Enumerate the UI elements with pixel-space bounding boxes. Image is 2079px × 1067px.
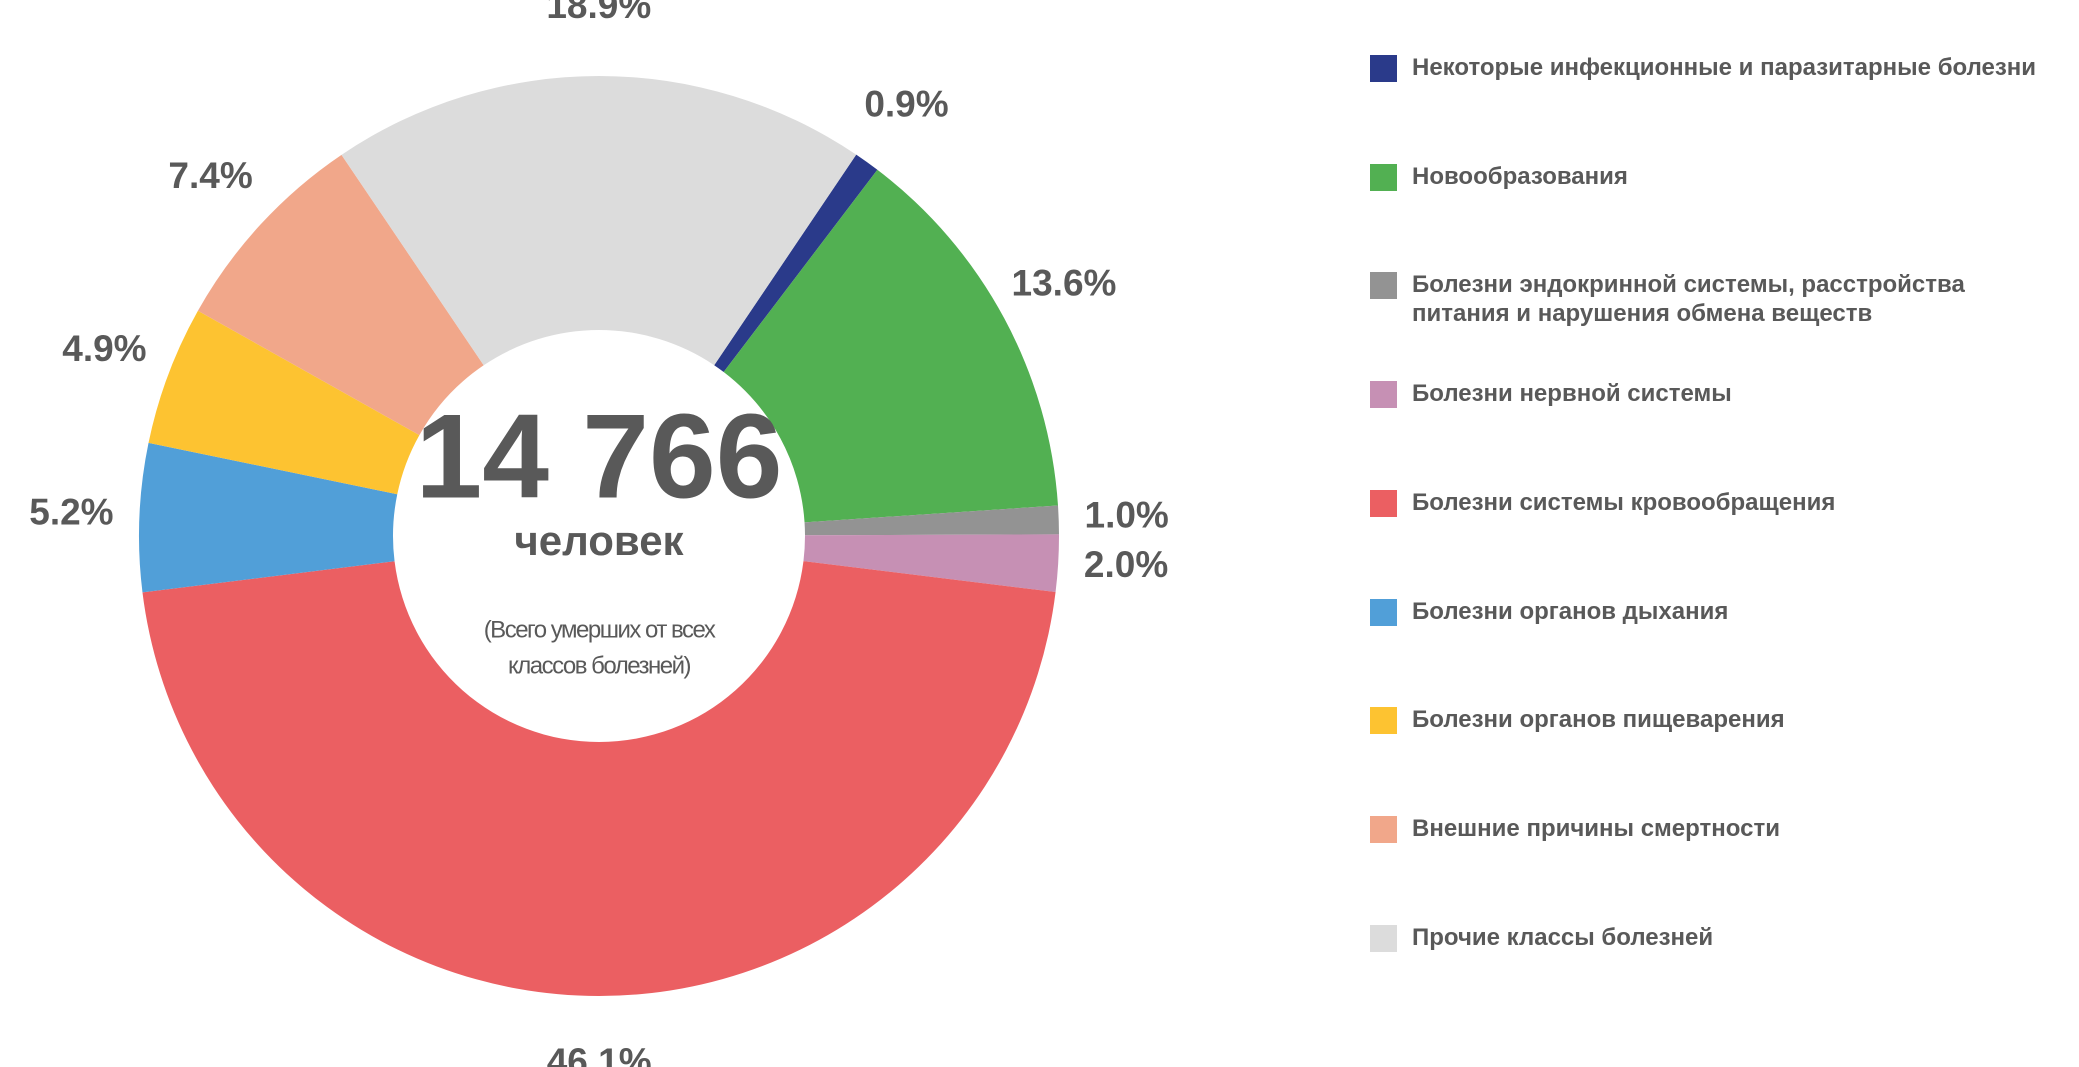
legend-item: Внешние причины смертности [1370,814,2052,843]
center-note: классов болезней) [508,652,691,679]
data-label: 4.9% [62,328,146,369]
legend-label: Болезни органов пищеварения [1412,706,1785,734]
legend-swatch [1370,598,1397,626]
legend-swatch [1370,924,1397,952]
legend-label: Болезни нервной системы [1412,380,1732,408]
data-label: 5.2% [29,491,113,532]
slice [804,505,1059,536]
legend-label: Болезни эндокринной системы, расстройств… [1412,271,1965,328]
legend-item: Некоторые инфекционные и паразитарные бо… [1370,54,2052,82]
legend-label: Некоторые инфекционные и паразитарные бо… [1412,54,2037,81]
legend-item: Болезни системы кровообращения [1370,488,2052,517]
legend-swatch [1370,489,1397,517]
slice [803,534,1059,593]
center-value: 14 766 [415,390,782,524]
legend-item: Болезни органов пищеварения [1370,706,2052,735]
data-label: 13.6% [1012,263,1117,304]
slice [139,442,398,593]
legend-label: Внешние причины смертности [1412,814,1780,842]
data-label: 0.9% [864,84,948,125]
center-unit: человек [514,517,684,564]
slice [197,154,484,436]
data-label: 7.4% [168,155,252,196]
legend-item: Болезни эндокринной системы, расстройств… [1370,271,2052,328]
slice [142,561,1056,997]
legend-swatch [1370,55,1397,82]
legend-swatch [1370,272,1397,300]
legend-label: Болезни системы кровообращения [1412,488,1836,516]
data-label: 18.9% [546,0,651,26]
legend-item: Болезни органов дыхания [1370,597,2052,626]
data-label: 46.1% [547,1041,652,1067]
data-label: 2.0% [1084,544,1168,585]
slice [714,154,878,373]
legend-swatch [1370,707,1397,735]
legend-item: Болезни нервной системы [1370,380,2052,409]
slice [341,76,857,366]
data-label: 1.0% [1085,494,1169,535]
legend-swatch [1370,163,1397,191]
legend-label: Прочие классы болезней [1412,923,1714,951]
slice [148,310,420,495]
legend-item: Прочие классы болезней [1370,923,2052,952]
legend-swatch [1370,815,1397,843]
legend-label: Болезни органов дыхания [1412,597,1729,625]
slice [723,169,1058,523]
center-note: (Всего умерших от всех [484,616,716,643]
legend-swatch [1370,381,1397,409]
legend-item: Новообразования [1370,162,2052,191]
chart: 0.9% 13.6% 1.0% 2.0% 46.1% 5.2% 4.9% 7.4% 18.9% 1… [29,0,1169,1067]
legend-label: Новообразования [1412,162,1628,190]
